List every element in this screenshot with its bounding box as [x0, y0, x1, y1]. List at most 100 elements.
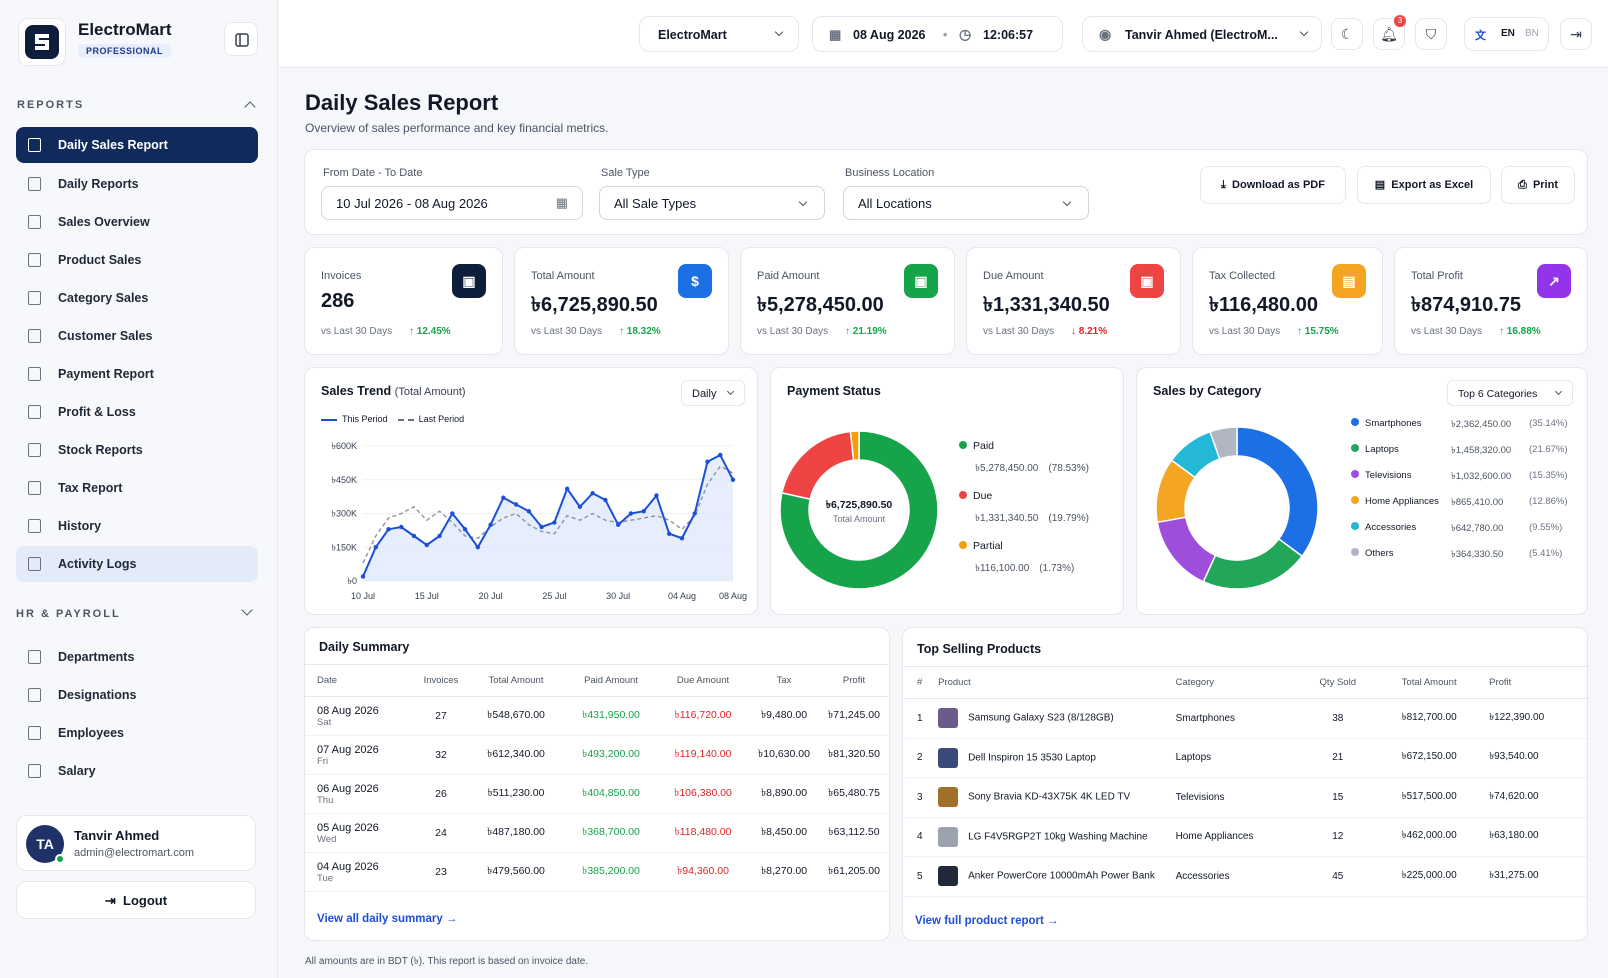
category-legend-amount: ৳1,458,320.00	[1451, 445, 1512, 456]
location-select[interactable]: All Locations	[843, 186, 1089, 220]
logout-button[interactable]: ⇥ Logout	[16, 881, 256, 919]
lang-bn[interactable]: BN	[1525, 28, 1539, 39]
category-legend-name: Televisions	[1365, 470, 1412, 481]
brand-logo[interactable]	[18, 18, 66, 66]
sidebar-item-tax-report[interactable]: Tax Report	[16, 470, 258, 506]
chevron-up-icon[interactable]	[244, 101, 256, 113]
product-name[interactable]: Dell Inspiron 15 3530 Laptop	[968, 752, 1096, 764]
sign-out-button[interactable]: ⇥	[1560, 18, 1592, 50]
kpi-card-due-amount[interactable]: Due Amount ৳1,331,340.50 vs Last 30 Days ↓ …	[966, 247, 1181, 355]
this-period-point	[462, 527, 468, 532]
store-selector[interactable]: ElectroMart	[639, 16, 799, 52]
rank-cell: 3	[903, 777, 933, 818]
sidebar-item-history[interactable]: History	[16, 508, 258, 544]
y-tick-label: ৳150K	[331, 542, 357, 552]
dark-mode-toggle[interactable]: ☾	[1331, 18, 1363, 50]
table-row[interactable]: 04 Aug 2026 Tue 23 ৳479,560.00 ৳385,200.00 ৳9…	[305, 852, 889, 892]
x-tick-label: 10 Jul	[351, 591, 375, 601]
inv-cell: 26	[415, 774, 467, 814]
shield-icon: ⛉	[1425, 26, 1437, 42]
printer-icon: ⎙	[1518, 179, 1527, 191]
filter-panel: From Date - To Date 10 Jul 2026 - 08 Aug…	[304, 149, 1588, 235]
product-name[interactable]: Samsung Galaxy S23 (8/128GB)	[968, 712, 1114, 724]
product-cell: LG F4V5RGP2T 10kg Washing Machine	[932, 817, 1170, 857]
tax-cell: ৳8,450.00	[749, 813, 819, 853]
category-filter-select[interactable]: Top 6 Categories	[1447, 380, 1573, 406]
date-time-display[interactable]: ▦ 08 Aug 2026 • ◷ 12:06:57	[812, 16, 1063, 52]
collapse-sidebar-button[interactable]	[224, 22, 258, 56]
trend-title-text: Sales Trend	[321, 384, 392, 398]
table-row[interactable]: 3 Sony Bravia KD-43X75K 4K LED TV Televisi…	[903, 777, 1587, 818]
sale-type-value: All Sale Types	[614, 196, 697, 211]
kpi-card-paid-amount[interactable]: Paid Amount ৳5,278,450.00 vs Last 30 Days ↑…	[740, 247, 955, 355]
sidebar-item-payment-report[interactable]: Payment Report	[16, 356, 258, 392]
product-name[interactable]: Sony Bravia KD-43X75K 4K LED TV	[968, 791, 1131, 803]
sidebar-item-daily-reports[interactable]: Daily Reports	[16, 166, 258, 202]
trend-period-select[interactable]: Daily	[681, 380, 745, 406]
kpi-value: ৳874,910.75	[1411, 294, 1522, 316]
rank-cell: 1	[903, 698, 933, 739]
table-row[interactable]: 4 LG F4V5RGP2T 10kg Washing Machine Home A…	[903, 817, 1587, 857]
date-range-input[interactable]: 10 Jul 2026 - 08 Aug 2026 ▦	[321, 186, 583, 220]
due-cell: ৳119,140.00	[657, 735, 749, 775]
kpi-card-tax-collected[interactable]: Tax Collected ৳116,480.00 vs Last 30 Days ↑…	[1192, 247, 1383, 355]
sidebar-item-stock-reports[interactable]: Stock Reports	[16, 432, 258, 468]
column-header: Paid Amount	[565, 664, 657, 697]
footer-note: All amounts are in BDT (৳). This report …	[305, 956, 589, 967]
kpi-card-total-profit[interactable]: Total Profit ৳874,910.75 vs Last 30 Days ↑ …	[1394, 247, 1588, 355]
location-label: Business Location	[845, 167, 935, 179]
report-icon	[28, 443, 41, 457]
page-subtitle: Overview of sales performance and key fi…	[305, 121, 609, 135]
view-full-product-report-link[interactable]: View full product report →	[915, 915, 1059, 927]
trend-legend: This Period Last Period	[321, 414, 464, 424]
table-row[interactable]: 05 Aug 2026 Wed 24 ৳487,180.00 ৳368,700.00 ৳1…	[305, 813, 889, 853]
category-legend-name: Others	[1365, 548, 1394, 559]
product-thumbnail	[938, 787, 959, 808]
payment-legend-amount: ৳116,100.00 (1.73%)	[959, 561, 1074, 578]
sale-type-select[interactable]: All Sale Types	[599, 186, 825, 220]
table-row[interactable]: 06 Aug 2026 Thu 26 ৳511,230.00 ৳404,850.00 ৳1…	[305, 774, 889, 814]
sidebar-item-departments[interactable]: Departments	[16, 639, 258, 675]
sidebar-item-profit-loss[interactable]: Profit & Loss	[16, 394, 258, 430]
sidebar-item-salary[interactable]: Salary	[16, 753, 258, 789]
chevron-down-icon[interactable]	[241, 604, 253, 616]
kpi-title: Tax Collected	[1209, 270, 1276, 282]
category-slice-2	[1156, 516, 1217, 583]
profit-cell: ৳63,112.50	[819, 813, 889, 853]
user-card[interactable]: TA Tanvir Ahmed admin@electromart.com	[16, 815, 256, 871]
view-all-daily-summary-link[interactable]: View all daily summary →	[317, 913, 457, 925]
due-cell: ৳106,380.00	[657, 774, 749, 814]
sidebar-item-activity-logs[interactable]: Activity Logs	[16, 546, 258, 582]
kpi-card-invoices[interactable]: Invoices 286 vs Last 30 Days ↑ 12.45% ▣	[304, 247, 503, 355]
this-period-point	[603, 497, 608, 503]
sidebar-item-daily-sales-report[interactable]: Daily Sales Report	[16, 127, 258, 163]
product-name[interactable]: Anker PowerCore 10000mAh Power Bank	[968, 870, 1155, 882]
table-row[interactable]: 1 Samsung Galaxy S23 (8/128GB) Smartphones…	[903, 698, 1587, 739]
table-row[interactable]: 2 Dell Inspiron 15 3530 Laptop Laptops 21 ৳6…	[903, 738, 1587, 778]
notifications-button[interactable]: 🔔︎ 3	[1373, 15, 1406, 50]
product-name[interactable]: LG F4V5RGP2T 10kg Washing Machine	[968, 831, 1148, 843]
sidebar-item-product-sales[interactable]: Product Sales	[16, 242, 258, 278]
user-menu[interactable]: ◉ Tanvir Ahmed (ElectroM...	[1082, 16, 1322, 52]
sidebar-item-category-sales[interactable]: Category Sales	[16, 280, 258, 316]
print-button[interactable]: ⎙ Print	[1501, 166, 1575, 204]
trend-period-value: Daily	[692, 388, 717, 400]
x-tick-label: 25 Jul	[542, 591, 566, 601]
language-switcher[interactable]: 文 EN BN	[1464, 17, 1549, 51]
sidebar-item-customer-sales[interactable]: Customer Sales	[16, 318, 258, 354]
table-row[interactable]: 08 Aug 2026 Sat 27 ৳548,670.00 ৳431,950.00 ৳1…	[305, 696, 889, 736]
security-button[interactable]: ⛉	[1415, 18, 1447, 50]
sidebar-item-sales-overview[interactable]: Sales Overview	[16, 204, 258, 240]
payment-legend-name: Paid	[959, 440, 1089, 452]
download-pdf-button[interactable]: ⤓ Download as PDF	[1200, 166, 1346, 204]
kpi-card-total-amount[interactable]: Total Amount ৳6,725,890.50 vs Last 30 Days…	[514, 247, 729, 355]
report-icon	[28, 253, 41, 267]
table-row[interactable]: 5 Anker PowerCore 10000mAh Power Bank Acce…	[903, 856, 1587, 897]
lang-en[interactable]: EN	[1501, 28, 1515, 39]
export-excel-button[interactable]: ▤ Export as Excel	[1357, 166, 1491, 204]
sidebar-item-designations[interactable]: Designations	[16, 677, 258, 713]
sidebar-item-employees[interactable]: Employees	[16, 715, 258, 751]
product-cell: Sony Bravia KD-43X75K 4K LED TV	[932, 777, 1170, 818]
table-row[interactable]: 07 Aug 2026 Fri 32 ৳612,340.00 ৳493,200.00 ৳1…	[305, 735, 889, 775]
sidebar-item-label: History	[58, 519, 102, 533]
